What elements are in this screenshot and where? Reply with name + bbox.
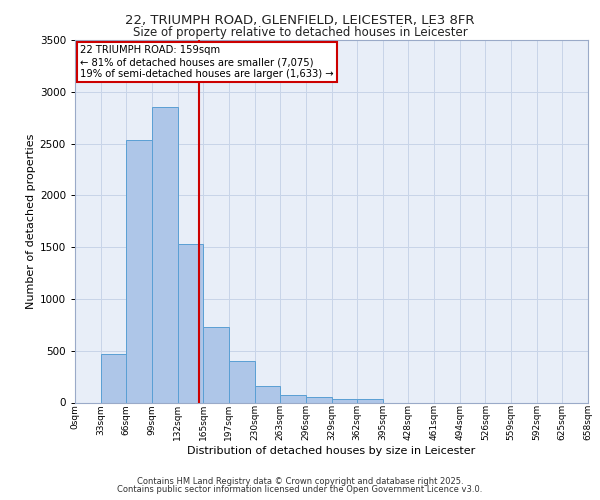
Bar <box>229 361 254 403</box>
Bar <box>127 140 152 402</box>
Bar <box>254 386 280 402</box>
X-axis label: Distribution of detached houses by size in Leicester: Distribution of detached houses by size … <box>187 446 476 456</box>
Text: 22 TRIUMPH ROAD: 159sqm
← 81% of detached houses are smaller (7,075)
19% of semi: 22 TRIUMPH ROAD: 159sqm ← 81% of detache… <box>80 46 334 78</box>
Bar <box>178 244 203 402</box>
Y-axis label: Number of detached properties: Number of detached properties <box>26 134 35 309</box>
Bar <box>357 400 383 402</box>
Bar <box>280 394 306 402</box>
Text: Contains HM Land Registry data © Crown copyright and database right 2025.: Contains HM Land Registry data © Crown c… <box>137 477 463 486</box>
Bar <box>203 327 229 402</box>
Bar <box>306 398 331 402</box>
Text: Size of property relative to detached houses in Leicester: Size of property relative to detached ho… <box>133 26 467 39</box>
Bar <box>101 354 127 403</box>
Text: Contains public sector information licensed under the Open Government Licence v3: Contains public sector information licen… <box>118 485 482 494</box>
Bar <box>331 399 357 402</box>
Bar <box>152 108 178 403</box>
Text: 22, TRIUMPH ROAD, GLENFIELD, LEICESTER, LE3 8FR: 22, TRIUMPH ROAD, GLENFIELD, LEICESTER, … <box>125 14 475 27</box>
